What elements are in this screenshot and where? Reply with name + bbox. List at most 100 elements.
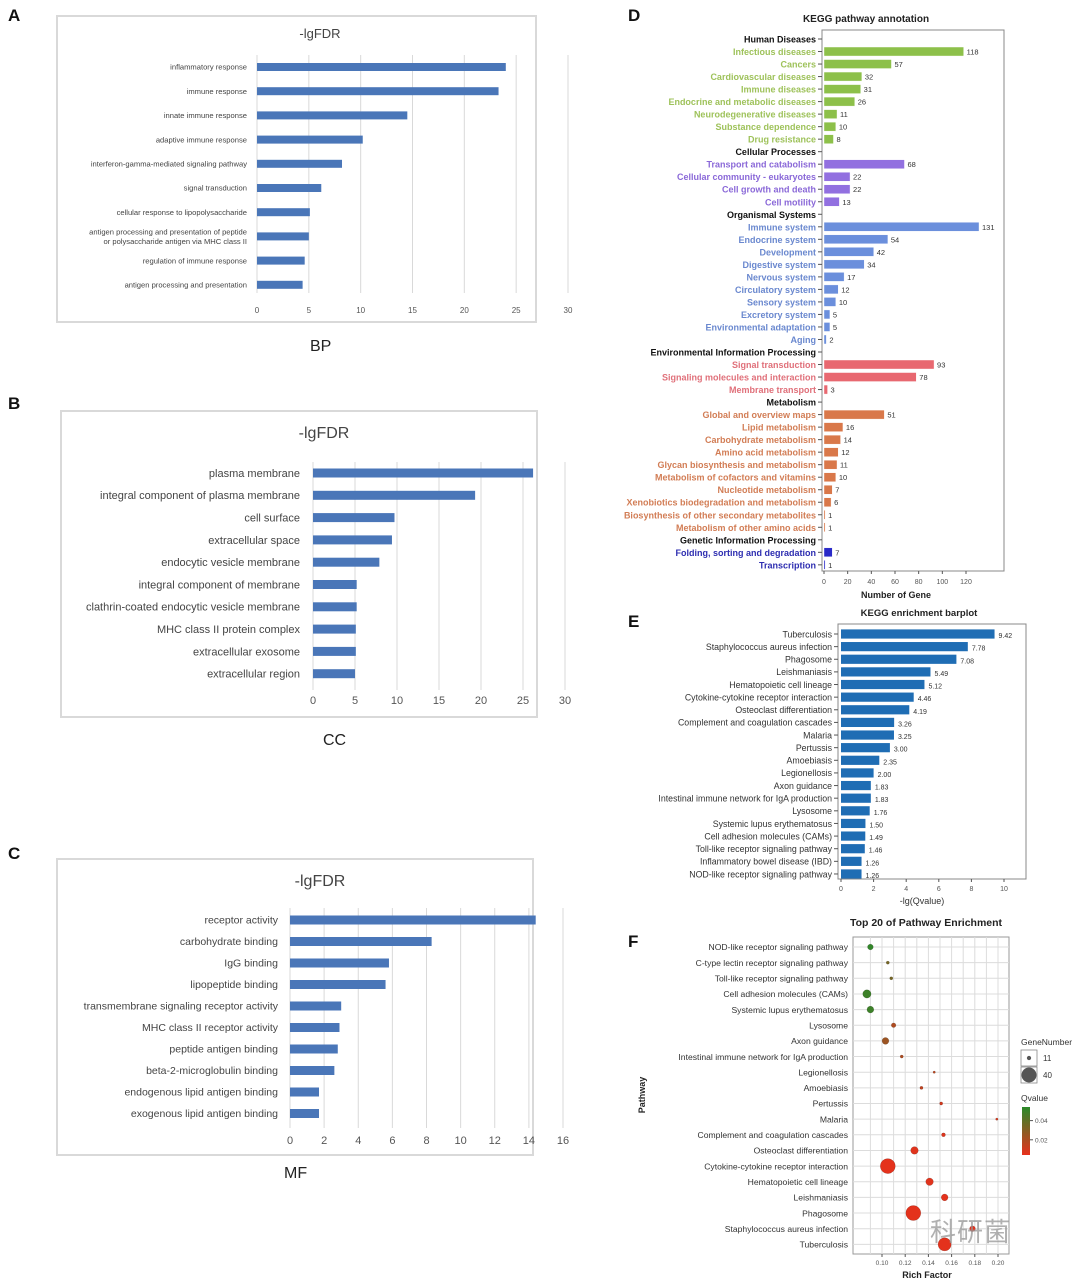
value-label: 5 bbox=[833, 323, 837, 332]
bar bbox=[823, 84, 861, 94]
bar bbox=[257, 184, 322, 192]
bar bbox=[823, 134, 834, 144]
category-label: C-type lectin receptor signaling pathway bbox=[696, 958, 849, 968]
category-label: Lipid metabolism bbox=[742, 423, 816, 433]
value-label: 7.78 bbox=[972, 646, 986, 653]
data-point bbox=[885, 960, 890, 965]
value-label: 4.46 bbox=[918, 696, 932, 703]
value-label: 8 bbox=[836, 135, 840, 144]
category-label: Amoebiasis bbox=[787, 756, 833, 766]
bar bbox=[823, 184, 851, 194]
category-label: Systemic lupus erythematosus bbox=[713, 819, 833, 829]
category-label: Tuberculosis bbox=[782, 629, 832, 639]
x-tick-label: 16 bbox=[557, 1135, 569, 1147]
value-label: 7 bbox=[835, 548, 839, 557]
category-label: Malaria bbox=[803, 730, 832, 740]
bar bbox=[823, 222, 980, 232]
data-point bbox=[939, 1101, 943, 1106]
value-label: 5.49 bbox=[934, 671, 948, 678]
x-tick-label: 0 bbox=[287, 1135, 293, 1147]
x-tick-label: 5 bbox=[352, 695, 358, 707]
category-label: Osteoclast differentiation bbox=[754, 1146, 849, 1156]
category-label: Biosynthesis of other secondary metaboli… bbox=[624, 510, 816, 520]
value-label: 32 bbox=[865, 73, 873, 82]
x-tick-label: 0 bbox=[255, 306, 260, 315]
bar bbox=[841, 629, 995, 639]
group-header: Genetic Information Processing bbox=[680, 535, 816, 545]
bar bbox=[823, 259, 865, 270]
category-label: Amino acid metabolism bbox=[715, 448, 816, 458]
bar bbox=[823, 447, 839, 457]
bar bbox=[841, 806, 870, 816]
bar bbox=[841, 831, 866, 841]
bar bbox=[841, 755, 880, 765]
value-label: 11 bbox=[840, 461, 848, 470]
data-point bbox=[866, 1005, 875, 1014]
value-label: 7 bbox=[835, 486, 839, 495]
category-label: NOD-like receptor signaling pathway bbox=[709, 942, 849, 952]
category-label: Substance dependence bbox=[715, 122, 816, 132]
bar bbox=[823, 359, 935, 370]
bar bbox=[841, 730, 894, 740]
bar bbox=[823, 234, 889, 245]
x-tick-label: 60 bbox=[891, 579, 899, 586]
panel-label-d: D bbox=[628, 6, 641, 25]
category-label: NOD-like receptor signaling pathway bbox=[689, 869, 832, 879]
category-label: Axon guidance bbox=[791, 1036, 848, 1046]
category-label: Toll-like receptor signaling pathway bbox=[696, 844, 833, 854]
value-label: 3 bbox=[831, 386, 835, 395]
category-label: Endocrine system bbox=[738, 235, 816, 245]
bar bbox=[841, 780, 871, 791]
category-label: Transport and catabolism bbox=[706, 160, 816, 170]
category-label: adaptive immune response bbox=[156, 135, 247, 144]
value-label: 2 bbox=[829, 335, 833, 344]
category-label: receptor activity bbox=[204, 915, 278, 927]
x-tick-label: 0.12 bbox=[899, 1260, 912, 1267]
category-label: Immune system bbox=[748, 222, 816, 232]
x-tick-label: 14 bbox=[523, 1135, 535, 1147]
category-label: Axon guidance bbox=[774, 781, 832, 791]
category-label: cell surface bbox=[244, 512, 300, 524]
value-label: 11 bbox=[840, 110, 848, 119]
x-tick-label: 10 bbox=[356, 306, 365, 315]
value-label: 1.50 bbox=[869, 822, 883, 829]
category-label: Glycan biosynthesis and metabolism bbox=[657, 460, 816, 470]
bar bbox=[313, 669, 355, 679]
chart-c: -lgFDR 0 2 4 6 8 10 12 14 16 receptor activity carb… bbox=[84, 873, 569, 1147]
category-label: Pertussis bbox=[813, 1099, 848, 1109]
data-point bbox=[899, 1054, 904, 1059]
panel-label-b: B bbox=[8, 394, 21, 413]
bar bbox=[290, 1087, 320, 1097]
data-point bbox=[891, 1022, 897, 1028]
value-label: 78 bbox=[919, 373, 927, 382]
x-tick-label: 2 bbox=[872, 886, 876, 893]
bar bbox=[841, 818, 866, 829]
category-label: extracellular region bbox=[207, 669, 300, 681]
value-label: 7.08 bbox=[960, 658, 974, 665]
bar bbox=[313, 535, 392, 545]
panel-b-frame bbox=[60, 410, 538, 718]
data-point bbox=[937, 1237, 952, 1252]
plot-frame bbox=[837, 623, 1027, 880]
value-label: 17 bbox=[847, 273, 855, 282]
category-label: Amoebiasis bbox=[804, 1083, 848, 1093]
bar bbox=[823, 334, 827, 345]
category-label: clathrin-coated endocytic vesicle membra… bbox=[86, 602, 300, 614]
x-tick-label: 12 bbox=[489, 1135, 501, 1147]
bar bbox=[841, 642, 968, 652]
value-label: 1 bbox=[828, 561, 832, 570]
category-label: Complement and coagulation cascades bbox=[678, 718, 833, 728]
value-label: 1 bbox=[828, 511, 832, 520]
x-axis-label: Number of Gene bbox=[861, 590, 931, 600]
panel-a-caption: BP bbox=[310, 338, 332, 355]
category-label: carbohydrate binding bbox=[180, 936, 278, 948]
bar bbox=[257, 111, 408, 120]
legend-size-label: 11 bbox=[1043, 1054, 1052, 1063]
x-tick-label: 10 bbox=[1000, 886, 1008, 893]
value-label: 118 bbox=[967, 48, 979, 57]
category-label: interferon-gamma-mediated signaling path… bbox=[91, 159, 247, 168]
value-label: 34 bbox=[867, 260, 875, 269]
chart-b: -lgFDR 0 5 10 15 20 25 30 plasma membrane integra… bbox=[86, 425, 571, 707]
x-tick-label: 0 bbox=[822, 579, 826, 586]
